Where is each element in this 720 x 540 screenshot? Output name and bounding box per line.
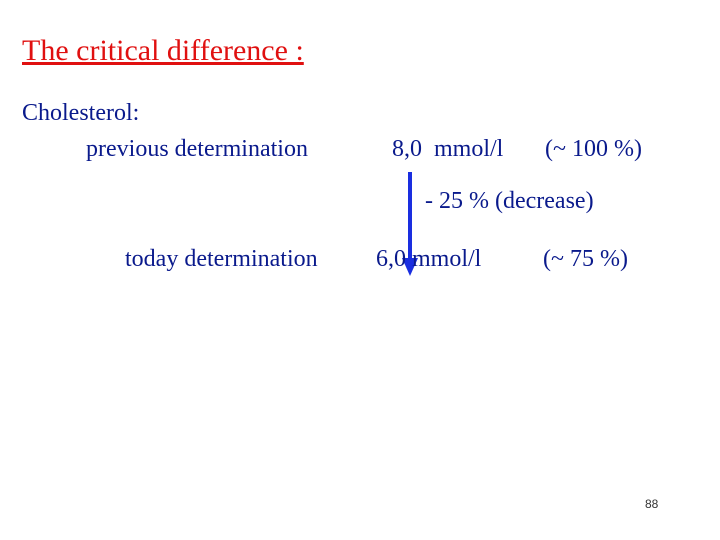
today-percent: (~ 75 %)	[543, 246, 628, 272]
today-name: today determination	[125, 246, 318, 272]
page-number: 88	[645, 497, 659, 511]
title: The critical difference :	[22, 34, 304, 67]
previous-name: previous determination	[86, 136, 308, 162]
previous-value: 8,0 mmol/l	[392, 136, 504, 162]
arrow	[402, 172, 418, 276]
change: - 25 % (decrease)	[425, 188, 594, 214]
today-value: 6,0 mmol/l	[376, 246, 482, 272]
label: Cholesterol:	[22, 100, 140, 126]
previous-percent: (~ 100 %)	[545, 136, 642, 162]
